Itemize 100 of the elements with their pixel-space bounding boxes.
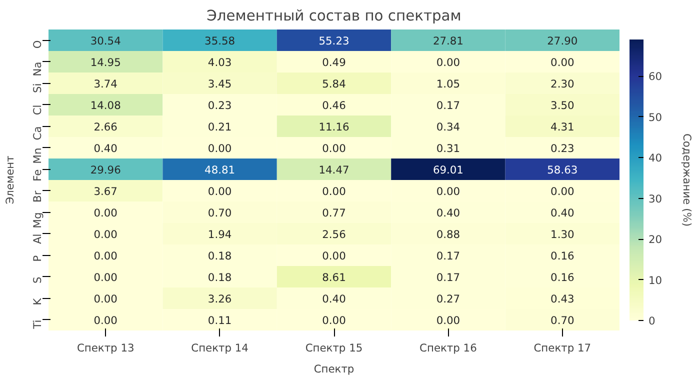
data-label: 0.46 [322,98,346,112]
data-label: 0.00 [94,270,118,284]
data-label: 3.26 [208,292,232,306]
data-label: 0.00 [94,249,118,262]
data-label: 0.40 [550,206,574,220]
x-tick-label: Спектр 15 [305,342,363,354]
y-tick-label: Si [31,83,44,93]
data-label: 69.01 [432,163,464,176]
data-label: 0.17 [436,270,460,284]
y-tick-label: Cl [31,104,44,116]
data-label: 3.67 [94,184,118,198]
data-label: 14.08 [90,98,122,112]
data-label: 0.31 [436,142,460,155]
data-label: 1.94 [208,228,232,241]
data-label: 0.49 [322,56,346,69]
data-label: 0.43 [550,292,574,306]
y-tick-label: Mg [31,212,44,228]
y-tick-label: O [31,40,44,49]
y-axis-title: Элемент [4,156,16,204]
data-label: 14.95 [90,56,121,69]
data-label: 1.30 [550,228,574,241]
data-label: 0.23 [208,98,232,112]
data-label: 0.88 [436,228,460,241]
color-bar-label: 40 [648,152,662,165]
data-label: 0.34 [436,120,460,134]
y-tick-label: Ti [31,320,44,330]
color-bar-title: Содержание (%) [680,133,694,227]
data-label: 0.00 [436,184,460,198]
data-label: 48.81 [204,163,236,176]
x-tick-label: Спектр 16 [420,342,478,354]
data-label: 29.96 [90,163,122,176]
data-label: 0.00 [94,228,118,241]
x-tick-label: Спектр 14 [191,342,249,354]
data-label: 1.05 [436,77,460,90]
data-label: 4.31 [550,120,574,134]
data-label: 35.58 [204,34,236,48]
color-bar-label: 50 [648,110,662,124]
data-label: 0.00 [208,184,232,198]
data-label: 14.47 [318,163,350,176]
data-label: 11.16 [318,120,350,134]
data-label: 0.16 [550,270,574,284]
data-label: 0.00 [550,184,574,198]
data-label: 0.00 [208,142,232,155]
x-tick-label: Спектр 17 [534,342,592,354]
data-label: 4.03 [208,56,232,69]
data-label: 2.56 [322,228,346,241]
data-label: 0.17 [436,249,460,262]
data-label: 0.00 [436,56,460,69]
data-label: 0.00 [94,292,118,306]
x-axis-title: Спектр [314,362,354,376]
data-label: 3.50 [550,98,574,112]
data-label: 0.16 [550,249,574,262]
color-bar-label: 10 [648,274,662,287]
data-label: 58.63 [547,163,578,176]
color-bar-label: 60 [648,70,662,84]
data-label: 2.66 [94,120,118,134]
data-label: 0.00 [436,314,460,327]
y-tick-label: Br [31,190,44,202]
data-label: 55.23 [318,34,350,48]
data-label: 0.17 [436,98,460,112]
data-label: 0.00 [322,314,346,327]
y-tick-label: K [31,297,44,306]
color-bar-label: 0 [648,314,656,328]
chart-title: Элементный состав по спектрам [206,8,462,24]
data-label: 0.77 [322,206,346,220]
data-label: 27.90 [547,34,578,48]
data-label: 0.00 [322,142,346,155]
color-bar-label: 20 [648,233,662,246]
data-label: 0.40 [322,292,346,306]
data-label: 0.70 [550,314,574,327]
x-tick-label: Спектр 13 [76,342,134,354]
y-tick-label: P [31,254,44,262]
data-label: 0.00 [94,314,118,327]
data-label: 0.00 [550,56,574,69]
y-tick-label: Al [31,234,44,244]
data-label: 0.00 [322,249,346,262]
data-label: 3.74 [94,77,118,90]
data-label: 0.70 [208,206,232,220]
data-label: 0.18 [208,249,232,262]
data-label: 2.30 [550,77,574,90]
data-label: 0.11 [208,314,232,327]
data-label: 27.81 [432,34,464,48]
y-tick-label: Na [31,62,44,76]
data-label: 0.18 [208,270,232,284]
data-label: 0.23 [550,142,574,155]
data-label: 0.00 [94,206,118,220]
data-label: 30.54 [90,34,122,48]
data-label: 0.40 [94,142,118,155]
data-label: 0.40 [436,206,460,220]
data-label: 0.00 [322,184,346,198]
y-tick-label: Fe [31,169,44,182]
data-label: 0.27 [436,292,460,306]
y-tick-label: Mn [31,148,44,164]
color-bar-label: 30 [648,192,662,206]
data-label: 5.84 [322,77,346,90]
data-label: 0.21 [208,120,232,134]
y-tick-label: Ca [31,126,44,140]
data-label: 3.45 [208,77,232,90]
data-label: 8.61 [322,270,346,284]
y-tick-label: S [31,276,44,284]
